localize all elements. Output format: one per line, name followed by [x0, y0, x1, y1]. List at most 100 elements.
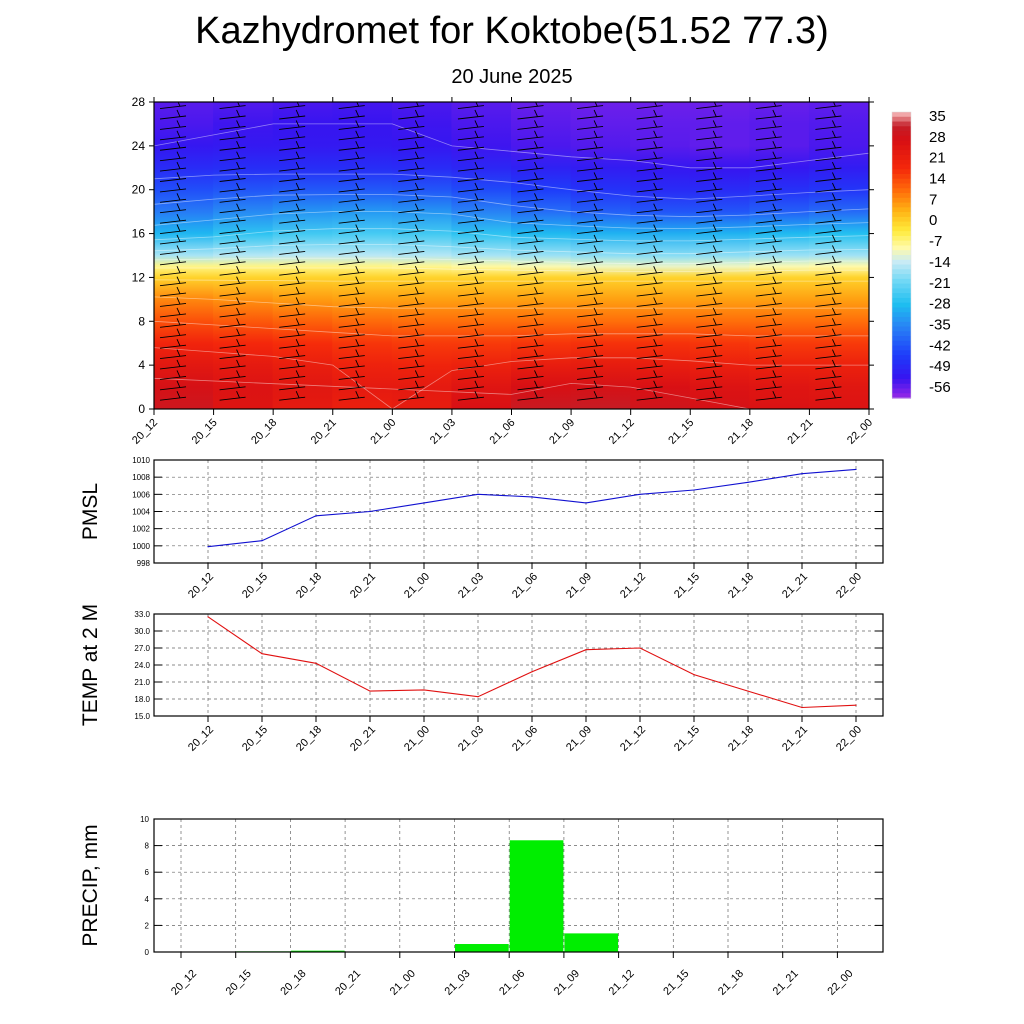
wind-barb-flag	[712, 380, 717, 388]
wind-barb-flag	[712, 266, 717, 274]
contour-line	[154, 347, 869, 409]
wind-barb	[457, 365, 484, 370]
wind-barb	[159, 303, 187, 307]
wind-barb	[755, 198, 782, 203]
wind-barb-flag	[176, 141, 181, 149]
wind-barb-flag	[414, 370, 419, 378]
wind-barb-flag	[236, 349, 240, 357]
contour-lines	[154, 123, 869, 409]
wind-barb-flag	[475, 102, 479, 107]
wind-barb	[696, 219, 723, 224]
wind-barb	[517, 344, 544, 349]
wind-barb	[517, 219, 544, 224]
wind-barb	[696, 230, 723, 235]
colorbar-cell	[892, 207, 911, 213]
wind-barb	[338, 386, 365, 391]
wind-barb-flag	[593, 370, 598, 378]
wind-barb	[577, 209, 604, 214]
y-tick-label: 998	[137, 559, 151, 568]
wind-barb-flag	[772, 182, 777, 190]
wind-barb-flag	[653, 130, 658, 138]
wind-barb	[636, 125, 663, 130]
wind-barb-flag	[414, 120, 419, 128]
colorbar-cell	[892, 159, 911, 166]
wind-barb	[636, 323, 663, 328]
wind-barb-flag	[355, 286, 360, 294]
wind-barb-flag	[593, 109, 598, 117]
wind-barb-flag	[414, 224, 419, 232]
wind-barb-flag	[772, 297, 777, 305]
y-tick-label: 27.0	[134, 644, 150, 653]
wind-barb-flag	[653, 349, 658, 357]
wind-barb-flag	[176, 203, 181, 211]
colorbar-label: -21	[929, 275, 951, 292]
x-tick-label: 21_09	[552, 968, 582, 998]
wind-barb	[517, 136, 544, 141]
wind-barb	[636, 167, 663, 172]
wind-barb-flag	[176, 151, 181, 159]
wind-barb-flag	[474, 161, 479, 169]
wind-barb	[517, 355, 544, 360]
colorbar-cell	[892, 383, 911, 390]
wind-barb-flag	[653, 203, 658, 211]
wind-barb	[636, 292, 663, 297]
wind-barb-flag	[236, 203, 240, 211]
wind-barb	[696, 344, 723, 349]
wind-barb	[517, 250, 544, 255]
wind-barb-flag	[772, 349, 777, 357]
data-point	[639, 647, 641, 649]
wind-barb-flag	[593, 234, 598, 242]
data-point	[693, 674, 695, 676]
wind-barb	[457, 230, 484, 235]
contour-line	[154, 228, 869, 242]
wind-barb-flag	[832, 224, 836, 232]
wind-barb-flag	[534, 203, 538, 211]
colorbar-cell	[892, 288, 911, 294]
wind-barb	[696, 240, 723, 245]
wind-barb	[696, 146, 723, 151]
wind-barb-flag	[414, 213, 419, 222]
wind-barb-flag	[355, 370, 360, 378]
wind-barb	[219, 313, 246, 318]
wind-barb	[755, 146, 782, 151]
wind-barb-flag	[712, 359, 717, 367]
wind-barb-flag	[832, 380, 836, 388]
wind-barb	[338, 355, 365, 360]
wind-barb-flag	[772, 141, 777, 149]
colorbar-cell	[892, 250, 911, 256]
wind-barb	[159, 198, 187, 203]
wind-barb	[338, 146, 365, 151]
wind-barb	[398, 219, 425, 224]
wind-barb-flag	[534, 359, 538, 367]
wind-barb	[398, 355, 425, 360]
data-point	[531, 671, 533, 673]
wind-barb	[636, 178, 663, 182]
wind-barb-flag	[653, 120, 658, 128]
wind-barb-flag	[772, 234, 777, 242]
wind-barb	[517, 323, 544, 328]
wind-barb-flag	[772, 380, 777, 388]
wind-barb	[815, 365, 842, 370]
wind-barb	[398, 250, 425, 255]
wind-barb	[577, 167, 604, 172]
wind-barb	[577, 344, 604, 349]
y-tick-label: 10	[140, 815, 149, 824]
wind-barb-flag	[355, 338, 360, 347]
wind-barb-flag	[176, 286, 181, 294]
wind-barb	[338, 344, 365, 349]
wind-barb-flag	[534, 193, 538, 201]
cross-section-strip	[570, 102, 632, 409]
y-tick-label: 1008	[132, 473, 150, 482]
colorbar-cell	[892, 316, 911, 323]
wind-barb-flag	[712, 391, 717, 399]
wind-barb-flag	[772, 255, 777, 263]
wind-barb-flag	[534, 172, 538, 180]
x-tick-label: 21_21	[780, 571, 810, 601]
wind-barb-flag	[355, 245, 360, 253]
wind-barb	[577, 250, 604, 255]
wind-barb-flag	[772, 359, 777, 367]
x-tick-label: 20_18	[294, 724, 324, 754]
wind-barb-flag	[772, 286, 777, 294]
wind-barb-flag	[832, 328, 836, 336]
